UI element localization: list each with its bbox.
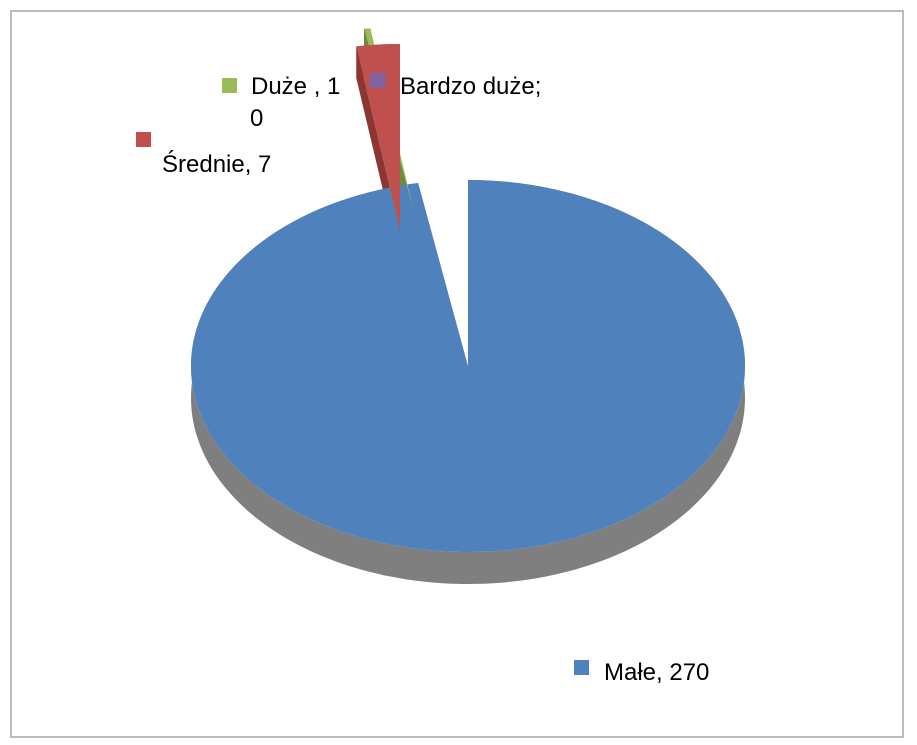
data-label-bardzo-duze-line2: 0 — [250, 105, 263, 132]
pie-slice-male — [190, 180, 746, 552]
legend-marker-srednie — [136, 132, 151, 147]
data-label-bardzo-duze: Bardzo duże; — [400, 73, 541, 100]
legend-marker-duze — [222, 78, 237, 93]
legend-marker-bardzo-duze — [370, 73, 385, 88]
pie-slice-srednie — [356, 44, 400, 230]
legend-marker-male — [574, 660, 589, 675]
data-label-srednie: Średnie, 7 — [162, 150, 271, 178]
data-label-male: Małe, 270 — [604, 659, 709, 686]
data-label-duze: Duże , 1 — [251, 73, 340, 100]
pie-tops — [190, 28, 746, 552]
pie-data-labels: Małe, 270 Bardzo duże; 0 Duże , 1 Średnie, 7 — [136, 73, 709, 686]
